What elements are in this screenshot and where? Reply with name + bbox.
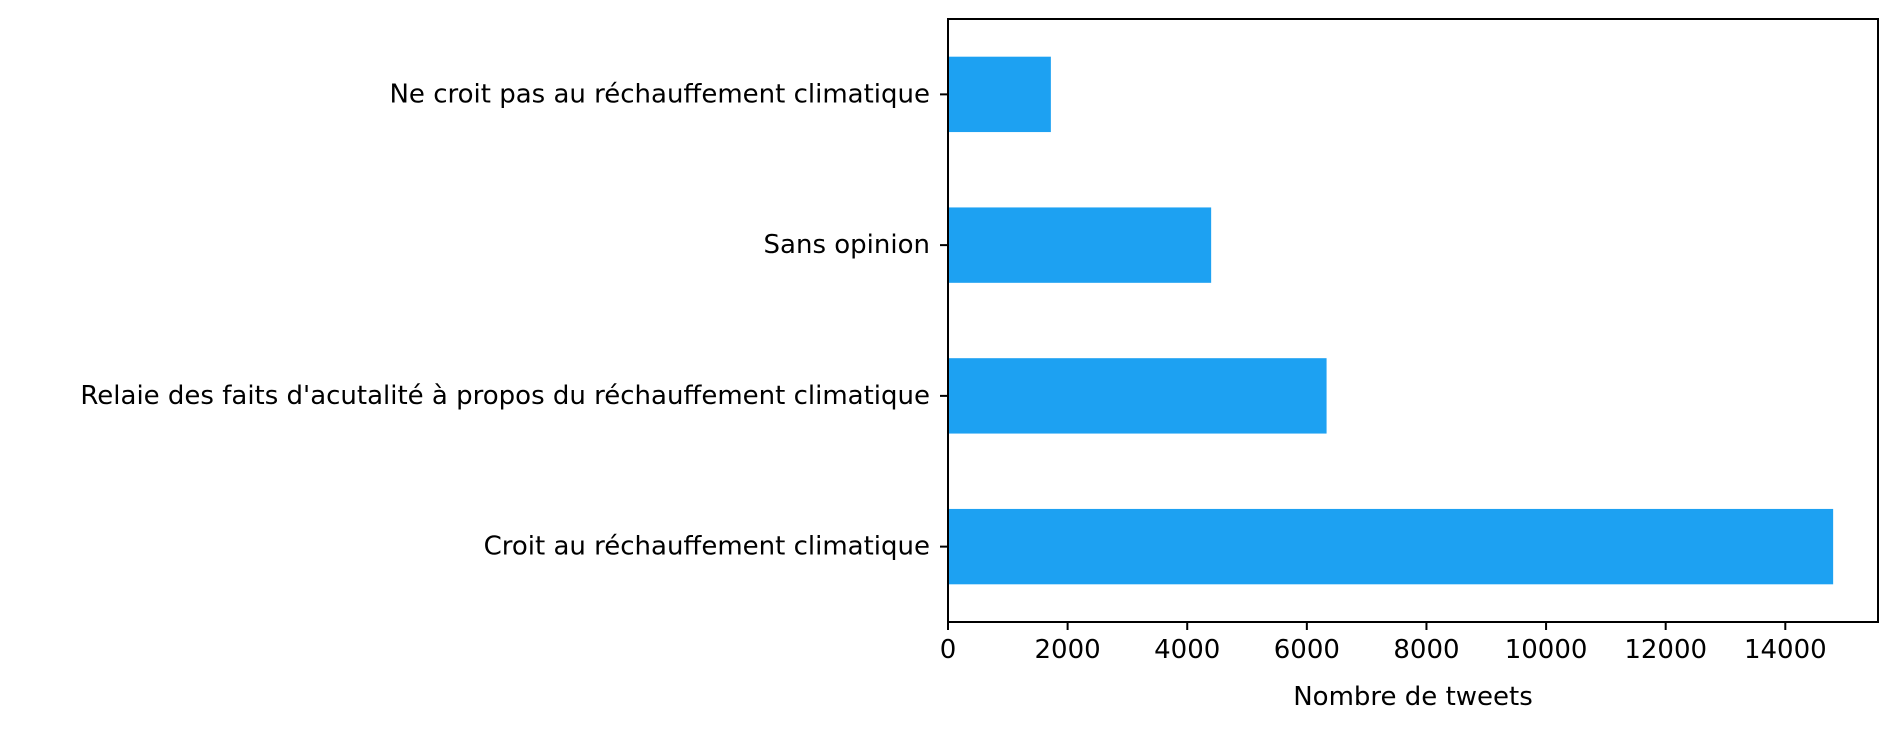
x-tick-label: 10000: [1505, 635, 1588, 665]
bar: [948, 508, 1834, 585]
x-tick-label: 6000: [1274, 635, 1340, 665]
bar: [948, 207, 1212, 283]
plot-frame: [947, 18, 1879, 623]
y-axis: Croit au réchauffement climatique Relaie …: [80, 79, 948, 562]
bar: [948, 358, 1327, 434]
bars-group: [948, 56, 1834, 585]
x-axis-title: Nombre de tweets: [1293, 682, 1533, 712]
x-tick-label: 4000: [1154, 635, 1220, 665]
x-tick-label: 8000: [1393, 635, 1459, 665]
y-tick-label: Croit au réchauffement climatique: [484, 532, 930, 562]
x-tick-label: 12000: [1624, 635, 1707, 665]
y-tick-label: Relaie des faits d'acutalité à propos du…: [80, 381, 930, 411]
bar: [948, 56, 1051, 133]
y-tick-label: Sans opinion: [764, 230, 930, 260]
x-tick-label: 14000: [1744, 635, 1827, 665]
x-tick-label: 0: [940, 635, 957, 665]
x-axis: 0 2000 4000 6000 8000 10000 12000 14000: [940, 622, 1827, 665]
y-tick-label: Ne croit pas au réchauffement climatique: [389, 79, 930, 109]
x-tick-label: 2000: [1035, 635, 1101, 665]
